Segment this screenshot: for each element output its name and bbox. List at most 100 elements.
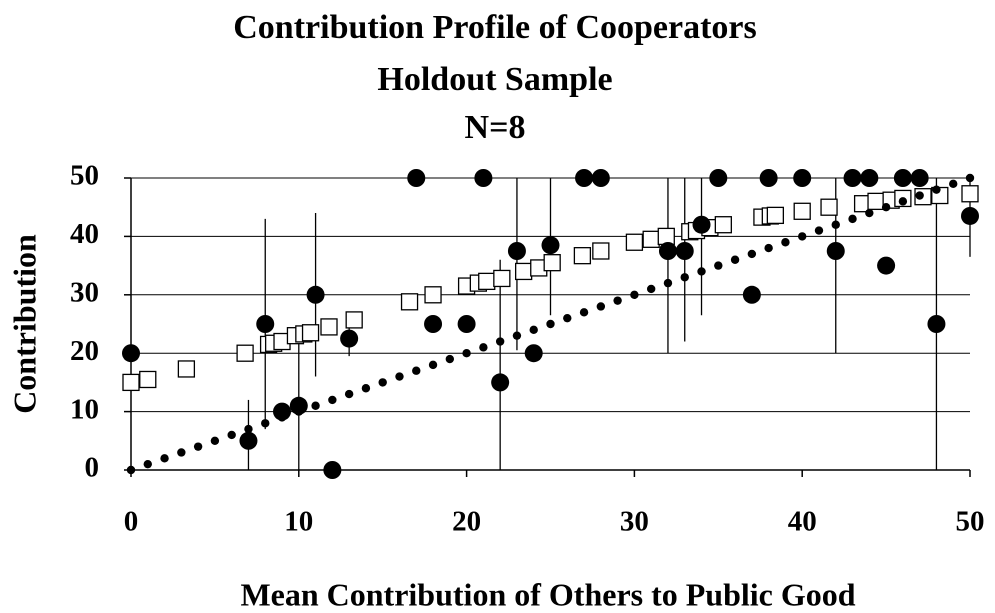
y-tick-label: 0	[85, 452, 100, 484]
circle-point	[742, 285, 761, 304]
dot-point	[613, 296, 622, 305]
dot-point	[949, 179, 958, 189]
dot-point	[831, 220, 840, 229]
circle-point	[692, 215, 711, 234]
circle-point	[591, 169, 610, 187]
circle-point	[273, 402, 292, 421]
square-point	[820, 198, 838, 216]
circle-point	[289, 396, 308, 415]
dot-point	[529, 325, 538, 335]
square-point	[320, 318, 338, 336]
circle-point	[675, 242, 694, 260]
dot-point	[261, 419, 270, 428]
square-point	[478, 272, 496, 291]
square-point	[236, 344, 254, 362]
dot-point	[932, 185, 941, 194]
dot-point	[412, 366, 421, 375]
square-point	[515, 262, 533, 281]
circle-point	[524, 344, 543, 363]
dot-point	[160, 454, 169, 463]
dot-point	[361, 384, 371, 393]
square-point	[592, 242, 610, 260]
dot-point	[848, 214, 857, 224]
circle-point	[843, 169, 862, 187]
dot-point	[210, 436, 220, 445]
circle-point	[910, 169, 929, 187]
dot-point	[126, 465, 136, 475]
x-tick-label: 30	[620, 506, 649, 538]
circle-point	[658, 242, 677, 260]
circle-point	[961, 206, 979, 225]
dot-point	[344, 389, 354, 399]
circle-point	[122, 344, 140, 363]
x-tick-label: 0	[124, 506, 139, 538]
square-point	[766, 206, 785, 225]
y-axis-label: Contribution	[6, 234, 42, 414]
circle-point	[575, 169, 594, 187]
circle-point	[491, 373, 510, 392]
dot-point	[915, 191, 924, 200]
circle-point	[407, 169, 426, 187]
square-point	[177, 360, 196, 378]
circle-point	[860, 169, 879, 187]
dot-point	[697, 267, 706, 276]
square-point	[493, 269, 511, 288]
square-point	[793, 202, 811, 220]
x-axis-label: Mean Contribution of Others to Public Go…	[240, 576, 855, 612]
circle-point	[826, 242, 845, 260]
dot-point	[193, 442, 203, 451]
circle-point	[927, 315, 946, 333]
dot-point	[244, 424, 253, 434]
square-point	[961, 185, 979, 203]
dot-point	[143, 459, 152, 469]
circle-point	[306, 285, 325, 304]
dot-point	[177, 448, 186, 457]
circle-point	[323, 461, 342, 479]
square-point	[122, 373, 140, 392]
dot-point	[865, 208, 874, 218]
dot-point	[563, 313, 572, 323]
square-point	[301, 324, 320, 342]
square-point	[424, 286, 442, 304]
square-point	[345, 311, 363, 329]
y-tick-label: 20	[70, 335, 99, 367]
dot-point	[395, 372, 404, 381]
square-point	[625, 233, 644, 251]
dot-point	[328, 395, 337, 405]
square-point	[657, 227, 675, 246]
dot-point	[680, 273, 689, 282]
dot-point	[445, 354, 455, 364]
x-tick-label: 10	[284, 506, 313, 538]
square-point	[714, 216, 732, 234]
dot-point	[311, 401, 320, 410]
y-tick-label: 30	[70, 276, 99, 308]
circle-point	[709, 169, 728, 187]
square-point	[642, 230, 660, 248]
circle-point	[893, 169, 912, 187]
dot-point	[630, 290, 639, 299]
dot-point	[663, 278, 673, 288]
circle-point	[793, 169, 812, 187]
x-tick-label: 20	[452, 506, 481, 538]
dot-point	[227, 430, 236, 440]
dot-point	[798, 232, 807, 241]
chart-subtitle: Holdout Sample	[377, 61, 612, 98]
dot-point	[546, 319, 555, 329]
dot-point	[428, 360, 438, 370]
dot-point	[462, 349, 471, 358]
circle-point	[759, 169, 778, 187]
circle-point	[340, 329, 359, 348]
dot-point	[965, 173, 975, 183]
dot-point	[730, 255, 740, 264]
square-point	[543, 254, 561, 272]
square-point	[400, 293, 419, 311]
square-point	[867, 192, 885, 211]
circle-point	[541, 236, 560, 255]
dot-point	[781, 238, 790, 247]
dot-point	[646, 284, 656, 294]
dot-point	[881, 203, 891, 212]
dot-point	[898, 197, 908, 206]
x-tick-label: 40	[788, 506, 817, 538]
dot-point	[579, 308, 589, 317]
